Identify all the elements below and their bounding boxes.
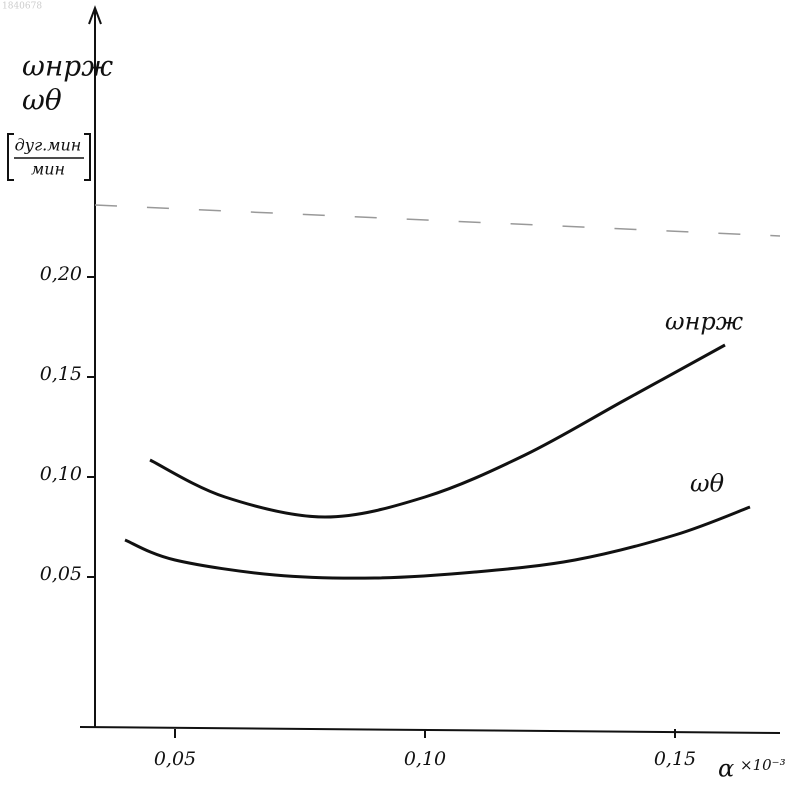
y-tick-label: 0,10 (40, 463, 82, 485)
y-label: ωθ (22, 84, 62, 117)
x-label: α (718, 755, 734, 783)
faint-line (95, 205, 780, 236)
curve (125, 507, 750, 578)
y-label: ωнрж (22, 50, 113, 83)
watermark: 1840678 (2, 2, 42, 12)
chart: 1840678 ωнрж ωθ дуг.мин мин α ×10⁻³ 0,05… (0, 0, 800, 786)
x-unit: ×10⁻³ (740, 756, 786, 774)
y-axis (89, 8, 101, 727)
y-unit-numerator: дуг.мин (15, 136, 82, 155)
y-tick-label: 0,20 (40, 263, 82, 285)
series-label: ωнрж (665, 308, 744, 336)
x-tick-label: 0,10 (404, 748, 446, 770)
y-unit-denominator: мин (31, 160, 65, 179)
x-tick-label: 0,05 (154, 748, 196, 770)
series-label: ωθ (690, 470, 725, 498)
x-tick-label: 0,15 (654, 748, 696, 770)
y-tick-label: 0,05 (40, 563, 82, 585)
y-tick-label: 0,15 (40, 363, 82, 385)
curve (150, 345, 725, 517)
